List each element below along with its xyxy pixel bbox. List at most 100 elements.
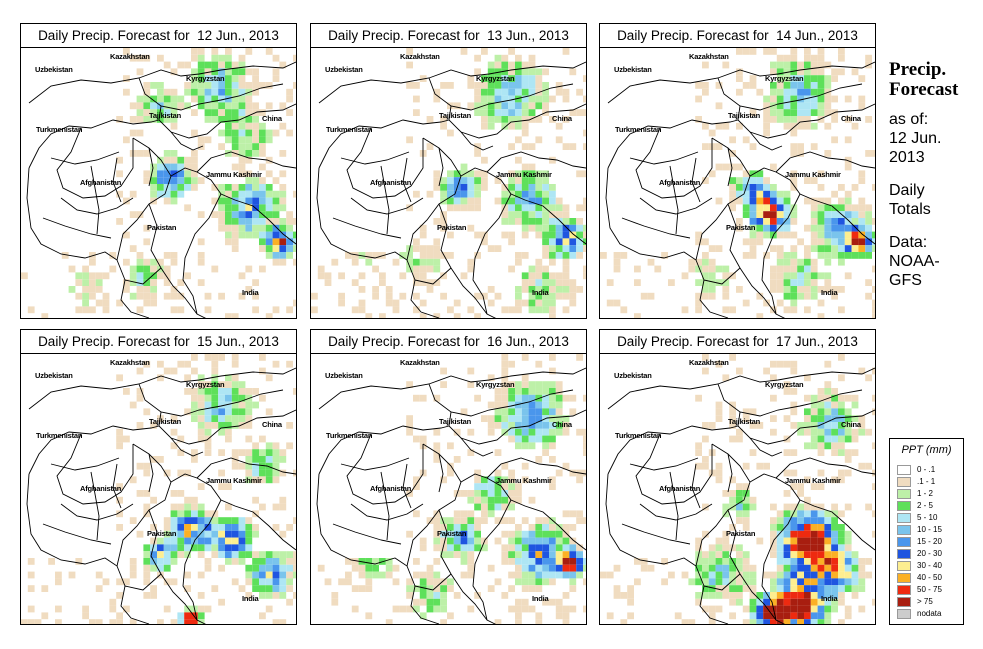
- precip-cell: [129, 190, 137, 198]
- precip-cell: [286, 109, 293, 116]
- precip-cell: [218, 95, 225, 103]
- precip-cell: [453, 551, 461, 558]
- precip-cell: [838, 564, 845, 572]
- precip-cell: [143, 286, 151, 293]
- precip-cell: [715, 163, 723, 171]
- precip-cell: [211, 61, 219, 69]
- precip-cell: [474, 537, 481, 545]
- precip-cell: [535, 551, 543, 558]
- precip-cell: [481, 177, 488, 184]
- precip-cell: [218, 394, 225, 402]
- precip-cell: [286, 211, 293, 218]
- precip-cell: [569, 524, 577, 531]
- precip-cell: [797, 292, 804, 300]
- precip-cell: [218, 109, 225, 116]
- precip-cell: [184, 272, 191, 280]
- precip-cell: [790, 605, 798, 613]
- precip-cell: [844, 428, 852, 436]
- precip-cell: [770, 578, 777, 586]
- precip-cell: [817, 388, 825, 395]
- precip-cell: [440, 476, 447, 484]
- precip-cell: [542, 224, 549, 232]
- precip-cell: [82, 286, 89, 293]
- precip-cell: [501, 306, 509, 314]
- precip-cell: [817, 95, 825, 103]
- precip-cell: [729, 490, 736, 497]
- precip-cell: [535, 211, 543, 218]
- precip-cell: [872, 483, 875, 490]
- precip-cell: [351, 558, 359, 565]
- precip-cell: [838, 537, 845, 545]
- precip-cell: [218, 401, 225, 409]
- precip-cell: [810, 551, 818, 558]
- precip-cell: [218, 428, 225, 436]
- precip-cell: [790, 408, 798, 416]
- precip-cell: [129, 211, 137, 218]
- precip-cell: [838, 558, 845, 565]
- precip-cell: [528, 211, 536, 218]
- precip-cell: [331, 258, 339, 266]
- precip-cell: [494, 496, 502, 504]
- precip-cell: [170, 367, 178, 375]
- country-border: [486, 457, 586, 479]
- precip-cell: [265, 156, 273, 164]
- precip-cell: [742, 136, 750, 144]
- precip-cell: [797, 537, 804, 545]
- precip-cell: [634, 279, 641, 286]
- precip-cell: [555, 136, 563, 144]
- precip-cell: [569, 551, 577, 558]
- precip-cell: [365, 571, 373, 579]
- precip-cell: [858, 197, 866, 205]
- precip-cell: [844, 585, 852, 592]
- precip-cell: [674, 612, 682, 620]
- precip-cell: [756, 190, 764, 198]
- precip-cell: [245, 435, 253, 443]
- precip-cell: [34, 619, 42, 624]
- precip-cell: [763, 211, 770, 218]
- precip-cell: [756, 231, 764, 239]
- precip-cell: [265, 245, 273, 252]
- precip-cell: [259, 190, 266, 198]
- precip-cell: [555, 530, 563, 538]
- precip-cell: [413, 476, 420, 484]
- precip-cell: [742, 483, 750, 490]
- precip-cell: [583, 109, 586, 116]
- precip-cell: [197, 592, 205, 599]
- country-border: [727, 147, 733, 187]
- precip-cell: [163, 544, 171, 552]
- precip-cell: [460, 537, 468, 545]
- precip-cell: [810, 422, 818, 429]
- precip-cell: [358, 306, 366, 314]
- precip-cell: [95, 279, 103, 286]
- precip-cell: [790, 272, 798, 280]
- precip-cell: [756, 238, 764, 246]
- precip-cell: [838, 571, 845, 579]
- precip-cell: [749, 218, 757, 225]
- precip-cell: [872, 245, 875, 252]
- precip-cell: [501, 544, 509, 552]
- precip-cell: [231, 82, 239, 89]
- precip-cell: [797, 605, 804, 613]
- precip-cell: [756, 204, 764, 212]
- precip-cell: [426, 592, 434, 599]
- precip-cell: [136, 422, 144, 429]
- precip-cell: [453, 510, 461, 518]
- precip-cell: [736, 48, 743, 55]
- label-tajikistan: Tajikistan: [728, 417, 761, 426]
- precip-cell: [783, 388, 791, 395]
- precip-cell: [562, 272, 570, 280]
- precip-cell: [555, 564, 563, 572]
- precip-cell: [549, 258, 556, 266]
- precip-cell: [521, 184, 529, 191]
- precip-cell: [736, 367, 743, 375]
- precip-cell: [311, 292, 318, 300]
- precip-cell: [279, 224, 287, 232]
- precip-field-svg: [21, 354, 296, 624]
- precip-cell: [279, 592, 287, 599]
- precip-cell: [413, 95, 420, 103]
- precip-cell: [191, 456, 198, 463]
- precip-cell: [89, 272, 96, 280]
- precip-cell: [528, 143, 536, 150]
- precip-cell: [225, 394, 232, 402]
- precip-cell: [231, 122, 239, 130]
